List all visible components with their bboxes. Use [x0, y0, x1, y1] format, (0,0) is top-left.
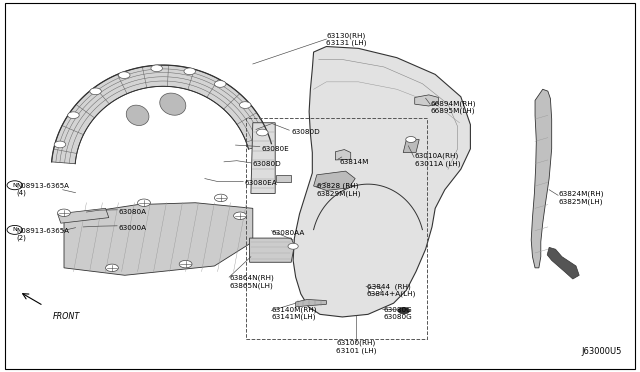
- Circle shape: [58, 209, 70, 217]
- Ellipse shape: [160, 93, 186, 115]
- Circle shape: [239, 102, 251, 108]
- Text: 63824M(RH)
63825M(LH): 63824M(RH) 63825M(LH): [558, 191, 604, 205]
- Circle shape: [214, 81, 226, 87]
- Text: 63080D: 63080D: [291, 129, 320, 135]
- Circle shape: [369, 286, 381, 294]
- Text: 63814M: 63814M: [339, 159, 369, 165]
- Ellipse shape: [126, 105, 149, 125]
- Circle shape: [288, 243, 298, 249]
- Circle shape: [68, 112, 79, 119]
- Text: N08913-6365A
(2): N08913-6365A (2): [16, 228, 69, 241]
- Polygon shape: [64, 203, 253, 275]
- Polygon shape: [276, 175, 291, 182]
- Circle shape: [138, 199, 150, 206]
- Text: 63080E: 63080E: [261, 146, 289, 152]
- Circle shape: [406, 137, 416, 142]
- Text: 63130(RH)
63131 (LH): 63130(RH) 63131 (LH): [326, 32, 367, 46]
- Polygon shape: [58, 208, 109, 223]
- Text: 63000A: 63000A: [118, 225, 147, 231]
- Circle shape: [398, 307, 410, 314]
- Circle shape: [214, 194, 227, 202]
- Text: 63080EA: 63080EA: [244, 180, 277, 186]
- Circle shape: [234, 212, 246, 219]
- Text: N: N: [12, 183, 17, 188]
- Text: 63080G
63080G: 63080G 63080G: [384, 307, 413, 320]
- Text: 66894M(RH)
66895M(LH): 66894M(RH) 66895M(LH): [430, 100, 476, 114]
- Polygon shape: [314, 171, 355, 190]
- Circle shape: [118, 72, 130, 78]
- Text: 63100(RH)
63101 (LH): 63100(RH) 63101 (LH): [335, 340, 376, 354]
- Polygon shape: [531, 89, 552, 268]
- Text: FRONT: FRONT: [52, 312, 80, 321]
- Text: N: N: [12, 227, 17, 232]
- Text: 63828 (RH)
63829M(LH): 63828 (RH) 63829M(LH): [317, 183, 362, 197]
- Polygon shape: [293, 46, 470, 317]
- Circle shape: [7, 181, 22, 190]
- Text: 63080D: 63080D: [253, 161, 282, 167]
- Polygon shape: [403, 140, 419, 153]
- Circle shape: [184, 68, 195, 75]
- Circle shape: [54, 141, 66, 148]
- Circle shape: [179, 260, 192, 268]
- Text: 63080A: 63080A: [118, 209, 147, 215]
- Polygon shape: [250, 238, 294, 262]
- Text: 63010A(RH)
63011A (LH): 63010A(RH) 63011A (LH): [415, 153, 460, 167]
- Text: 63080AA: 63080AA: [272, 230, 305, 235]
- Polygon shape: [415, 95, 438, 106]
- Polygon shape: [52, 65, 271, 164]
- Circle shape: [257, 129, 268, 136]
- Polygon shape: [547, 247, 579, 279]
- Polygon shape: [335, 150, 351, 160]
- Circle shape: [90, 88, 101, 94]
- Circle shape: [151, 65, 163, 72]
- Polygon shape: [251, 123, 275, 193]
- Circle shape: [106, 264, 118, 272]
- Text: 63864N(RH)
63865N(LH): 63864N(RH) 63865N(LH): [229, 275, 274, 289]
- Text: N08913-6365A
(4): N08913-6365A (4): [16, 183, 69, 196]
- Polygon shape: [296, 299, 326, 307]
- Bar: [246, 118, 427, 339]
- Text: J63000U5: J63000U5: [581, 347, 622, 356]
- Text: 63140M(RH)
63141M(LH): 63140M(RH) 63141M(LH): [272, 306, 317, 320]
- Text: 63844  (RH)
63844+A(LH): 63844 (RH) 63844+A(LH): [367, 283, 416, 297]
- Circle shape: [7, 225, 22, 234]
